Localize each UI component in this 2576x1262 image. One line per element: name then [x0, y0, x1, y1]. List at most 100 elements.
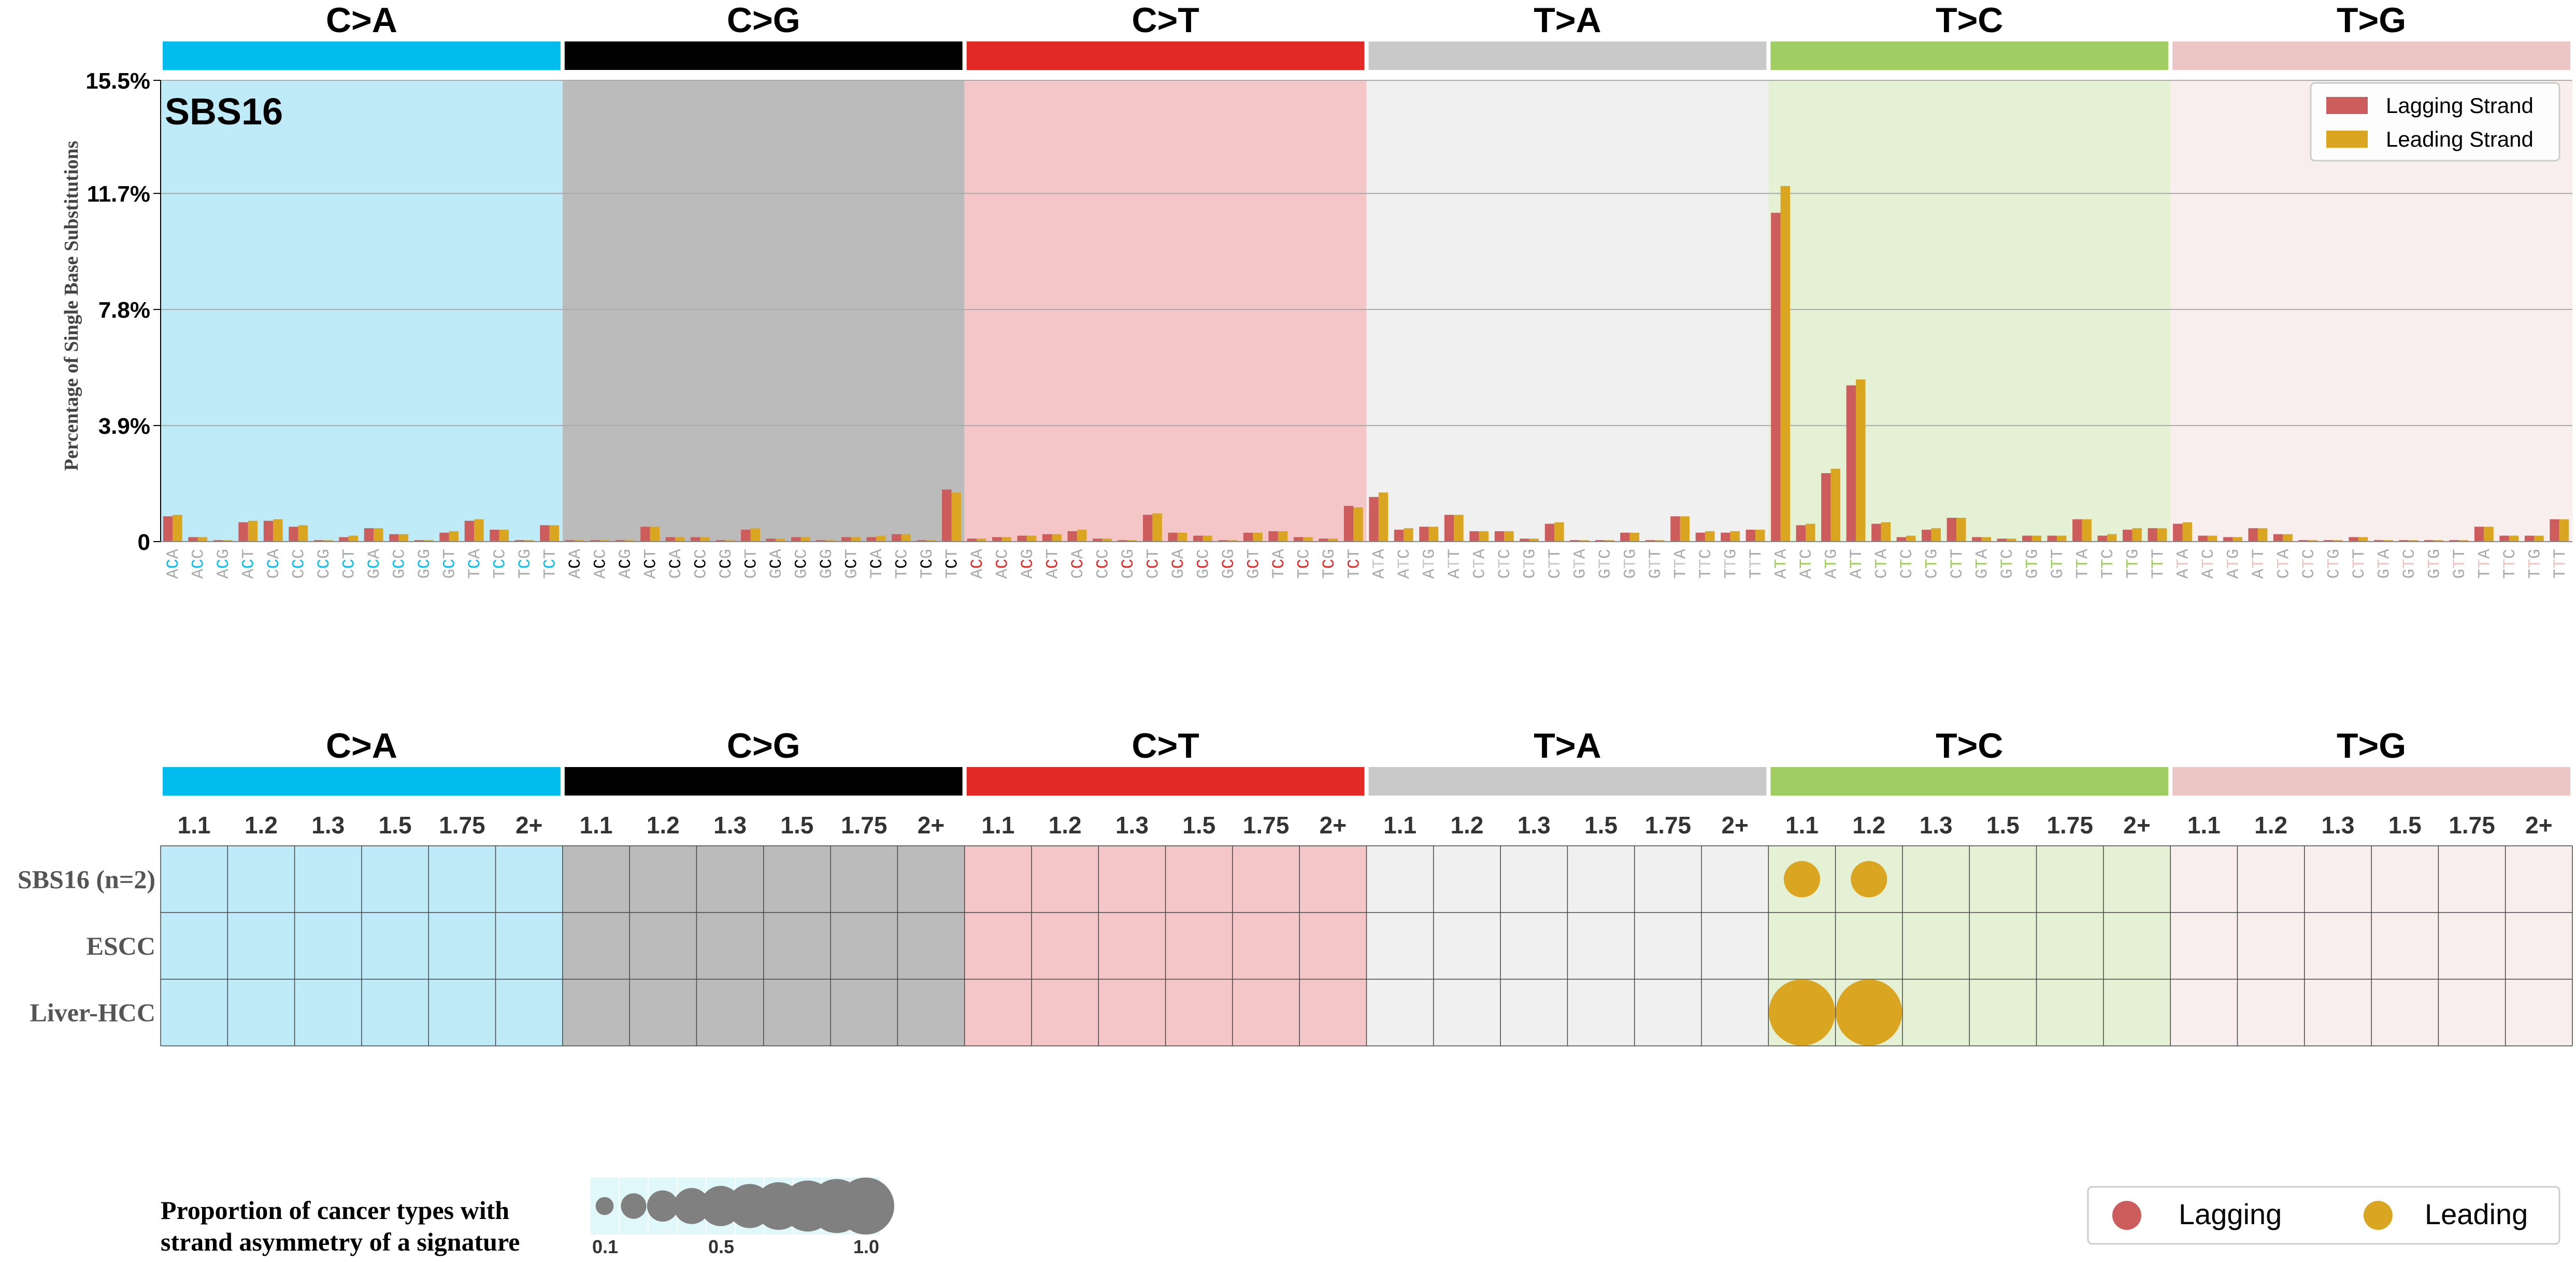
bar-leading — [2458, 540, 2469, 542]
bar-leading — [1504, 531, 1514, 542]
bar-lagging — [2022, 535, 2032, 542]
context-label: TCC — [1294, 549, 1313, 579]
bar-lagging — [1319, 538, 1328, 542]
bar-lagging — [2148, 528, 2157, 542]
bar-lagging — [1494, 531, 1505, 542]
bar-leading — [298, 525, 308, 542]
bar-lagging — [414, 540, 424, 542]
bar-lagging — [439, 532, 449, 542]
context-label: GTA — [1972, 548, 1992, 578]
bottom-band-2 — [966, 767, 1365, 796]
column-label: 1.1 — [1785, 812, 1819, 839]
context-label: ACT — [641, 549, 661, 579]
top-band-label: T>A — [1534, 1, 1601, 40]
bar-lagging — [766, 538, 776, 542]
bar-leading — [1856, 379, 1866, 542]
context-label: ACC — [591, 549, 610, 579]
bar-lagging — [213, 540, 223, 542]
bar-leading — [2257, 528, 2268, 542]
bar-leading — [197, 537, 208, 542]
bar-lagging — [2323, 540, 2334, 542]
bar-leading — [474, 519, 484, 542]
asymmetry-dot — [1768, 979, 1835, 1046]
bar-lagging — [816, 540, 826, 542]
context-label: CCG — [314, 549, 334, 579]
bar-leading — [173, 515, 182, 542]
bar-leading — [1579, 540, 1590, 542]
bar-leading — [424, 540, 434, 542]
column-label: 1.3 — [1518, 812, 1551, 839]
top-panel-backgrounds — [161, 80, 2572, 542]
top-band-5 — [2172, 41, 2570, 70]
bar-leading — [2534, 535, 2544, 542]
column-label: 2+ — [2123, 812, 2150, 839]
bar-lagging — [992, 537, 1002, 542]
top-band-label: C>A — [326, 1, 397, 40]
bar-lagging — [263, 520, 274, 542]
context-label: CTG — [2324, 549, 2343, 579]
context-label: GCC — [792, 549, 811, 579]
context-label: TCT — [541, 549, 560, 579]
top-category-bands: C>A C>G C>T T>A T>C T>G — [163, 1, 2570, 70]
bottom-band-1 — [564, 767, 963, 796]
column-label: 1.1 — [2187, 812, 2221, 839]
bar-leading — [826, 540, 836, 542]
context-label: TTC — [2500, 549, 2520, 579]
bar-lagging — [2373, 540, 2384, 542]
context-label: GTC — [1596, 549, 1615, 579]
bar-leading — [650, 527, 660, 542]
top-bg-4 — [1768, 80, 2171, 542]
context-label: ACG — [1018, 549, 1037, 579]
bar-leading — [926, 540, 936, 542]
bar-leading — [1780, 186, 1791, 542]
bottom-grid — [160, 845, 2573, 1046]
row-label: Liver-HCC — [30, 998, 155, 1027]
bar-lagging — [1369, 497, 1379, 542]
bar-leading — [348, 535, 359, 542]
bar-leading — [524, 540, 534, 542]
bar-leading — [1328, 538, 1338, 542]
strand-legend-frame — [2087, 1186, 2560, 1245]
context-label: GTG — [2023, 549, 2042, 579]
bar-lagging — [1771, 212, 1781, 542]
bar-lagging — [1947, 518, 1957, 542]
context-label: GCT — [1244, 549, 1263, 579]
legend-frame — [2310, 82, 2560, 162]
bar-leading — [1906, 535, 1916, 542]
column-label: 1.1 — [1383, 812, 1416, 839]
bar-lagging — [2550, 519, 2559, 542]
context-label: CCC — [290, 549, 309, 579]
top-bg-2 — [964, 80, 1367, 542]
context-label: CCT — [742, 549, 761, 579]
context-label: ACG — [616, 549, 635, 579]
context-label: ACT — [239, 549, 259, 579]
top-band-label: C>G — [727, 1, 800, 40]
bar-lagging — [1997, 538, 2007, 542]
bar-lagging — [892, 534, 901, 542]
context-label: CTA — [2274, 548, 2293, 578]
column-label: 1.75 — [2449, 812, 2495, 839]
context-label: CTT — [2350, 549, 2369, 579]
bar-leading — [1404, 528, 1413, 542]
bar-leading — [2132, 528, 2142, 542]
bar-leading — [1278, 531, 1288, 542]
bar-lagging — [590, 540, 600, 542]
asymmetry-dot — [1836, 979, 1902, 1046]
bar-lagging — [389, 534, 399, 542]
bar-lagging — [289, 527, 298, 542]
bar-lagging — [1745, 530, 1756, 542]
bar-leading — [1629, 532, 1640, 542]
bar-lagging — [1444, 515, 1454, 542]
size-legend-dot — [595, 1197, 614, 1215]
bar-lagging — [2072, 519, 2082, 542]
column-label: 1.5 — [2388, 812, 2422, 839]
context-label: GCT — [842, 549, 861, 579]
column-label: 2+ — [1320, 812, 1347, 839]
context-label: ATA — [2173, 548, 2193, 578]
bar-leading — [2358, 537, 2368, 542]
context-label: CTG — [1923, 549, 1942, 579]
ylabel: Percentage of Single Base Substitutions — [61, 141, 82, 471]
bar-leading — [901, 534, 911, 542]
bar-lagging — [866, 537, 876, 542]
